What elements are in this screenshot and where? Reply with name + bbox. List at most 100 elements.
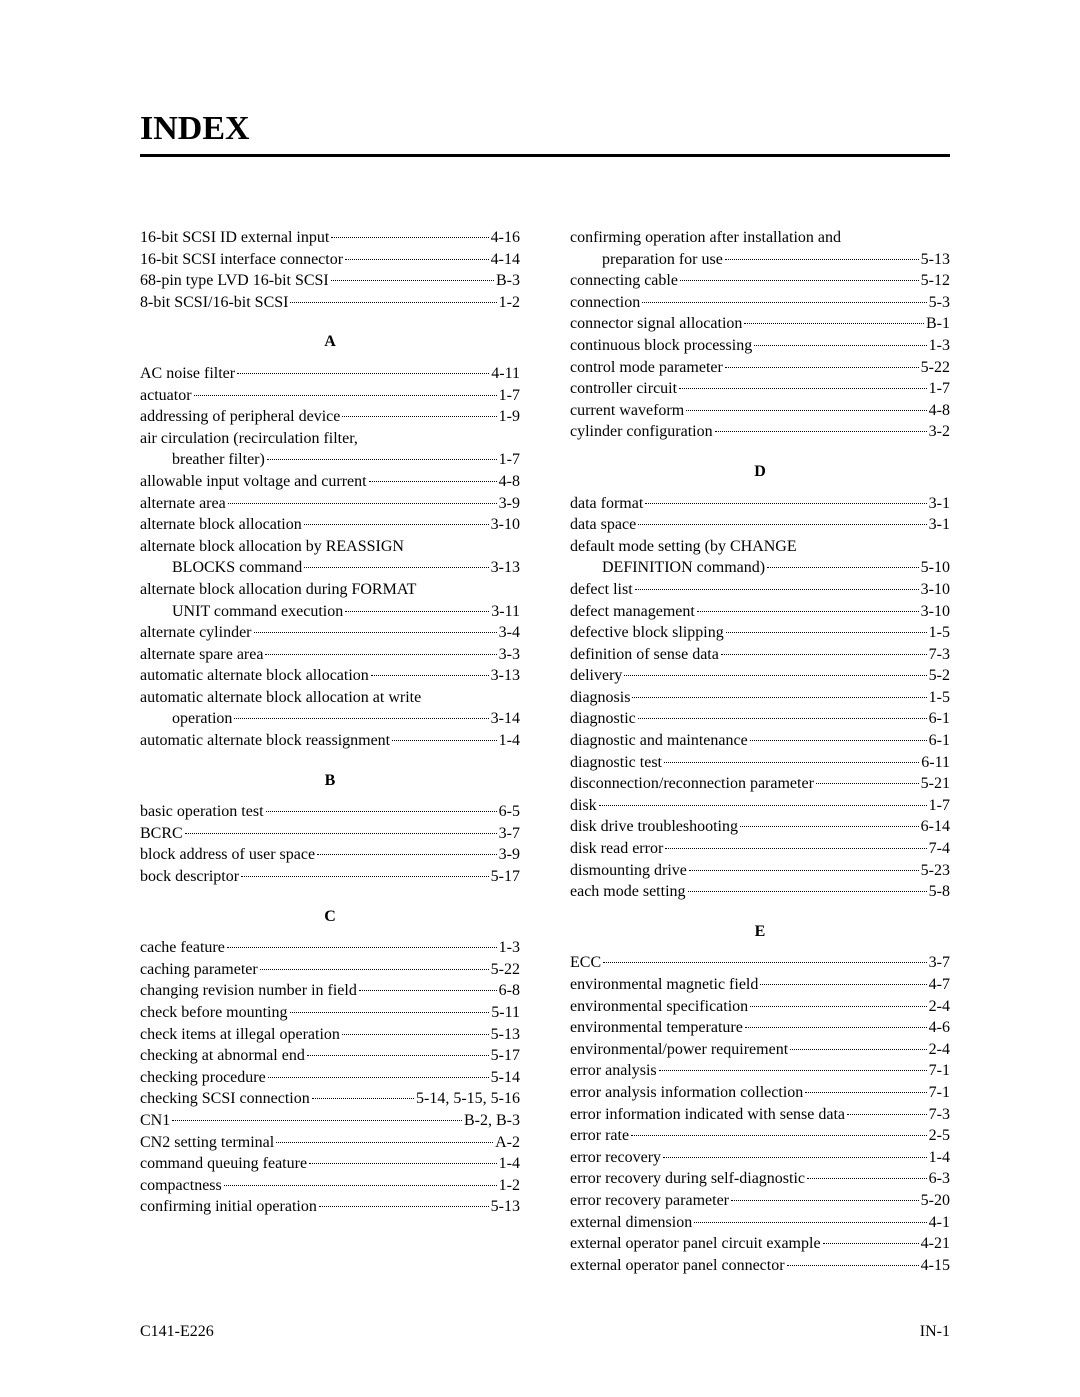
index-term: each mode setting — [570, 881, 686, 903]
leader-dots — [823, 1243, 919, 1244]
index-term: external operator panel connector — [570, 1255, 785, 1277]
leader-dots — [750, 1006, 927, 1007]
index-term: dismounting drive — [570, 860, 687, 882]
leader-dots — [740, 826, 919, 827]
index-term: disconnection/reconnection parameter — [570, 773, 814, 795]
index-term: command queuing feature — [140, 1153, 307, 1175]
index-term: continuous block processing — [570, 335, 752, 357]
index-entry: error recovery1-4 — [570, 1147, 950, 1169]
index-term: environmental/power requirement — [570, 1039, 788, 1061]
index-term: connection — [570, 292, 640, 314]
index-entry: operation3-14 — [140, 708, 520, 730]
index-page: 5-17 — [491, 866, 520, 888]
index-entry: DEFINITION command)5-10 — [570, 557, 950, 579]
index-entry: continuous block processing1-3 — [570, 335, 950, 357]
leader-dots — [688, 891, 927, 892]
index-entry: each mode setting 5-8 — [570, 881, 950, 903]
index-page: 6-3 — [929, 1168, 950, 1190]
index-term: breather filter) — [172, 449, 265, 471]
index-entry: alternate block allocation during FORMAT — [140, 579, 520, 601]
leader-dots — [745, 1027, 927, 1028]
index-entry: changing revision number in field6-8 — [140, 980, 520, 1002]
index-page: 4-11 — [491, 363, 520, 385]
index-page: 4-8 — [499, 471, 520, 493]
index-page: 3-7 — [499, 823, 520, 845]
index-entry: diagnostic6-1 — [570, 708, 950, 730]
index-page: 4-14 — [491, 249, 520, 271]
page-footer: C141-E226 IN-1 — [140, 1323, 950, 1341]
index-page: 2-5 — [929, 1125, 950, 1147]
index-entry: error analysis7-1 — [570, 1060, 950, 1082]
leader-dots — [847, 1114, 927, 1115]
index-entry: automatic alternate block allocation at … — [140, 687, 520, 709]
index-page: 1-7 — [499, 449, 520, 471]
index-entry: 8-bit SCSI/16-bit SCSI1-2 — [140, 292, 520, 314]
index-page: 3-13 — [491, 665, 520, 687]
leader-dots — [599, 805, 927, 806]
index-column: confirming operation after installation … — [570, 227, 950, 1276]
leader-dots — [309, 1163, 497, 1164]
index-page: 1-4 — [499, 730, 520, 752]
leader-dots — [228, 503, 497, 504]
index-entry: block address of user space3-9 — [140, 844, 520, 866]
index-entry: environmental temperature4-6 — [570, 1017, 950, 1039]
index-term: CN1 — [140, 1110, 170, 1132]
index-page: 4-8 — [929, 400, 950, 422]
index-term: 16-bit SCSI interface connector — [140, 249, 343, 271]
index-term: allowable input voltage and current — [140, 471, 367, 493]
index-term: check before mounting — [140, 1002, 288, 1024]
index-page: 5-21 — [921, 773, 950, 795]
index-page: 1-9 — [499, 406, 520, 428]
index-term: controller circuit — [570, 378, 677, 400]
leader-dots — [237, 373, 489, 374]
index-title: INDEX — [140, 110, 950, 157]
index-term: error rate — [570, 1125, 629, 1147]
leader-dots — [345, 611, 489, 612]
index-page: 5-14, 5-15, 5-16 — [416, 1088, 520, 1110]
leader-dots — [635, 589, 919, 590]
leader-dots — [631, 1135, 927, 1136]
index-entry: defect management3-10 — [570, 601, 950, 623]
index-term: BLOCKS command — [172, 557, 302, 579]
leader-dots — [731, 1200, 919, 1201]
index-term: 16-bit SCSI ID external input — [140, 227, 329, 249]
leader-dots — [686, 410, 927, 411]
leader-dots — [760, 984, 926, 985]
index-entry: breather filter) 1-7 — [140, 449, 520, 471]
index-term: diagnosis — [570, 687, 630, 709]
index-entry: external dimension4-1 — [570, 1212, 950, 1234]
index-page: 1-5 — [929, 622, 950, 644]
index-page: 3-2 — [929, 421, 950, 443]
index-entry: error recovery parameter5-20 — [570, 1190, 950, 1212]
index-page: 4-16 — [491, 227, 520, 249]
index-entry: environmental magnetic field4-7 — [570, 974, 950, 996]
index-entry: controller circuit1-7 — [570, 378, 950, 400]
index-column: 16-bit SCSI ID external input4-1616-bit … — [140, 227, 520, 1276]
index-entry: caching parameter5-22 — [140, 959, 520, 981]
index-page: 5-17 — [491, 1045, 520, 1067]
index-term: disk — [570, 795, 597, 817]
index-entry: diagnosis1-5 — [570, 687, 950, 709]
index-page: 4-6 — [929, 1017, 950, 1039]
leader-dots — [638, 718, 927, 719]
index-page: 1-2 — [499, 292, 520, 314]
leader-dots — [276, 1142, 493, 1143]
index-entry: disconnection/reconnection parameter 5-21 — [570, 773, 950, 795]
index-page: 5-8 — [929, 881, 950, 903]
index-term: air circulation (recirculation filter, — [140, 428, 358, 450]
index-entry: 16-bit SCSI interface connector 4-14 — [140, 249, 520, 271]
index-page: 5-12 — [921, 270, 950, 292]
index-term: defect management — [570, 601, 695, 623]
index-term: connecting cable — [570, 270, 678, 292]
index-term: definition of sense data — [570, 644, 719, 666]
index-page: 1-7 — [499, 385, 520, 407]
index-term: check items at illegal operation — [140, 1024, 340, 1046]
section-letter: B — [140, 770, 520, 792]
index-term: block address of user space — [140, 844, 315, 866]
index-page: B-1 — [926, 313, 950, 335]
leader-dots — [304, 567, 488, 568]
index-entry: alternate spare area3-3 — [140, 644, 520, 666]
section-letter: E — [570, 921, 950, 943]
index-columns: 16-bit SCSI ID external input4-1616-bit … — [140, 227, 950, 1276]
index-entry: environmental specification2-4 — [570, 996, 950, 1018]
